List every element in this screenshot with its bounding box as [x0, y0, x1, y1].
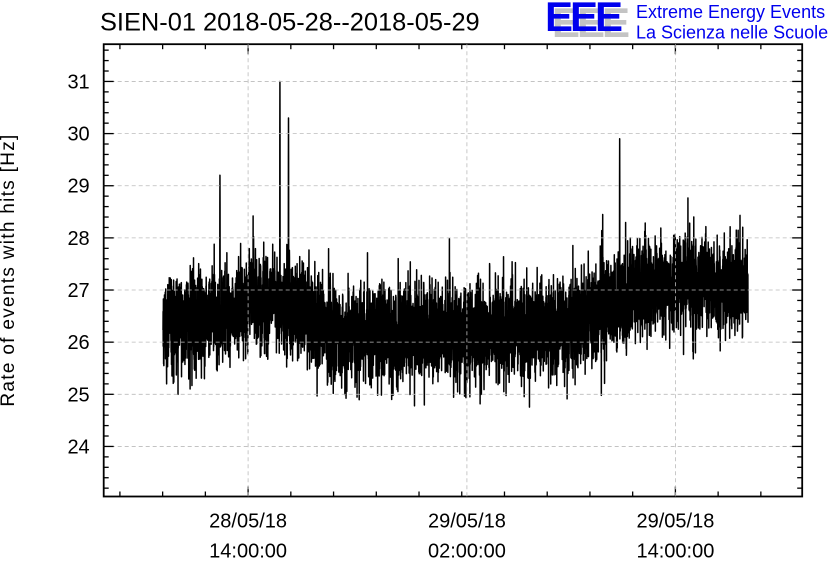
svg-text:SIEN-01 2018-05-28--2018-05-29: SIEN-01 2018-05-28--2018-05-29 [100, 9, 480, 37]
svg-text:31: 31 [67, 71, 89, 93]
svg-text:Rate of events with hits [Hz]: Rate of events with hits [Hz] [0, 133, 19, 406]
svg-text:29/05/18: 29/05/18 [428, 511, 506, 533]
svg-text:29: 29 [67, 176, 89, 198]
svg-text:24: 24 [67, 436, 89, 458]
svg-text:27: 27 [67, 280, 89, 302]
svg-text:02:00:00: 02:00:00 [428, 541, 506, 563]
svg-text:29/05/18: 29/05/18 [636, 511, 714, 533]
svg-text:14:00:00: 14:00:00 [636, 541, 714, 563]
svg-text:30: 30 [67, 124, 89, 146]
svg-text:28/05/18: 28/05/18 [209, 511, 287, 533]
svg-text:EEE: EEE [545, 0, 622, 40]
svg-text:14:00:00: 14:00:00 [209, 541, 287, 563]
svg-text:28: 28 [67, 228, 89, 250]
svg-text:La Scienza nelle Scuole: La Scienza nelle Scuole [636, 23, 828, 43]
svg-text:25: 25 [67, 384, 89, 406]
svg-text:Extreme Energy Events: Extreme Energy Events [636, 2, 825, 22]
svg-text:26: 26 [67, 332, 89, 354]
